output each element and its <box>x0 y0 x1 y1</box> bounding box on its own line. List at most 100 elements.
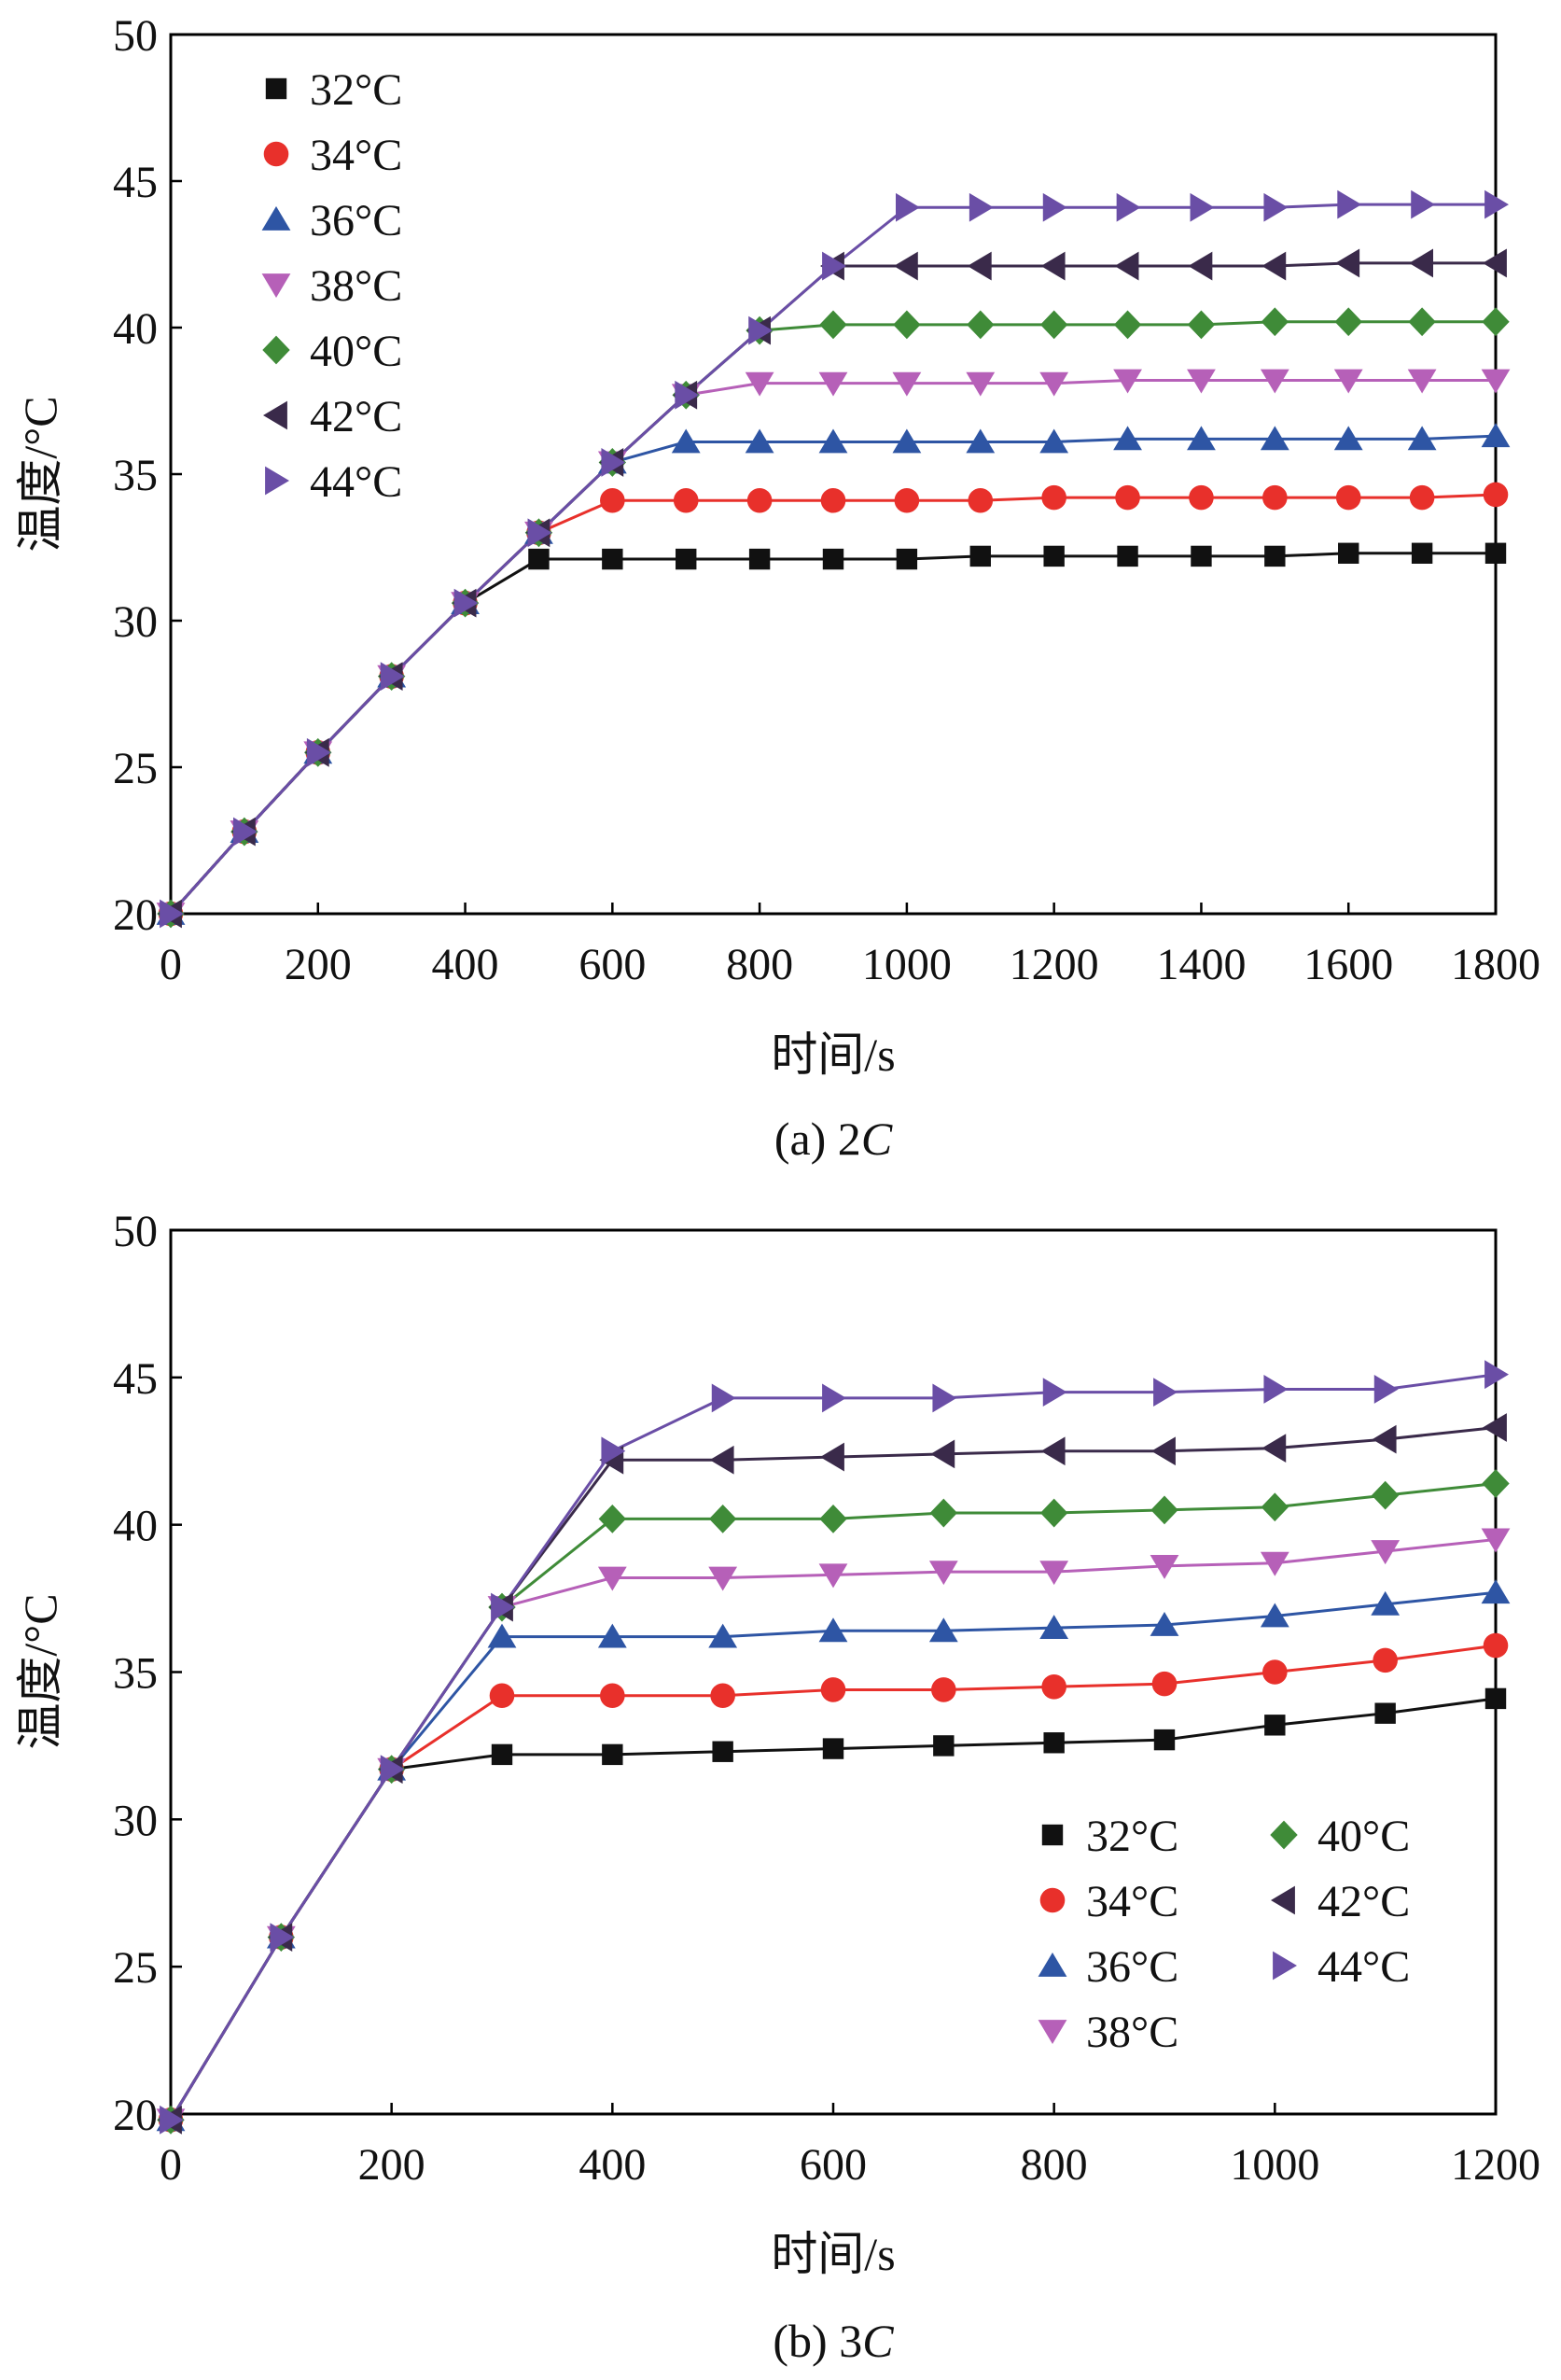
chart-a-data-point <box>1263 192 1289 222</box>
chart-a-data-point <box>1264 545 1286 567</box>
chart-b-data-point <box>270 1923 295 1952</box>
chart-a-legend-marker <box>265 466 289 496</box>
chart-a-data-point <box>1113 369 1142 394</box>
chart-a-data-point <box>1189 484 1214 511</box>
chart-a-data-point <box>1117 545 1138 567</box>
chart-a-data-point <box>746 487 773 513</box>
chart-a-data-point <box>969 545 991 567</box>
chart-a-y-tick-label: 20 <box>113 890 158 940</box>
chart-b-data-point <box>1150 1495 1178 1525</box>
chart-a-data-point <box>1411 189 1436 219</box>
chart-a-data-point <box>893 310 921 340</box>
chart-a-x-tick-label: 200 <box>285 940 352 989</box>
chart-a-data-point <box>1483 248 1507 278</box>
chart-a-data-point <box>748 548 771 570</box>
chart-a-data-point <box>232 817 258 847</box>
chart-a-data-point <box>1333 426 1363 451</box>
chart-b-caption-prefix: (b) 3 <box>773 2315 862 2367</box>
chart-b-data-point <box>818 1617 848 1643</box>
chart-a-legend-label: 34°C <box>310 131 402 180</box>
chart-b-data-point <box>598 1504 627 1533</box>
chart-b-data-point <box>933 1735 955 1757</box>
chart-b-data-point <box>1374 1702 1396 1724</box>
chart-b-x-tick-label: 600 <box>800 2140 867 2190</box>
chart-a-data-point <box>1409 484 1435 511</box>
chart-a-data-point <box>1114 251 1139 281</box>
chart-b-data-point <box>491 1743 513 1766</box>
chart-a-data-point <box>895 192 920 222</box>
chart-a-data-point <box>1411 542 1433 564</box>
chart-b-data-point <box>600 1683 625 1709</box>
chart-b-data-point <box>491 1592 515 1622</box>
chart-a-legend-label: 40°C <box>310 327 402 376</box>
chart-a-legend-label: 44°C <box>310 457 402 507</box>
chart-a-ticks: 0 200 400 600 800 1000 1200 1400 1600 1800 20 25 30 3… <box>113 11 1540 989</box>
chart-a-data-point <box>892 371 922 397</box>
chart-a-data-point <box>1484 542 1507 564</box>
chart-b-data-point <box>1039 1498 1068 1528</box>
chart-a-data-point <box>1481 423 1511 448</box>
chart-a-data-point <box>968 487 994 513</box>
chart-b-data-point <box>1482 1469 1510 1498</box>
chart-b-data-point <box>1153 1378 1178 1407</box>
chart-a-data-point <box>1187 310 1216 340</box>
chart-b-data-point <box>489 1683 515 1709</box>
chart-b-y-axis-label: 温度/°C <box>14 1593 66 1749</box>
chart-a-data-point <box>896 548 918 570</box>
chart-a-data-point <box>1482 307 1510 337</box>
chart-a-caption-prefix: (a) 2 <box>774 1113 861 1165</box>
chart-b-data-point <box>1263 1375 1289 1404</box>
chart-a-data-point <box>1043 545 1065 567</box>
chart-b-data-point <box>1039 1561 1069 1586</box>
chart-a-data-point <box>1484 189 1509 219</box>
chart-b-data-point <box>708 1566 738 1591</box>
chart-a-data-point <box>967 310 995 340</box>
chart-b-legend-marker <box>1041 1824 1064 1846</box>
chart-a-data-point <box>1039 428 1069 454</box>
chart-a-data-point <box>820 487 846 513</box>
chart-b-series-line-1 <box>169 1697 1497 2121</box>
chart-a-data-point <box>1113 310 1142 340</box>
chart-a-legend-marker <box>261 206 291 231</box>
chart-b-data-point <box>1481 1528 1511 1553</box>
chart-a-x-tick-label: 1400 <box>1156 940 1246 989</box>
chart-a-x-tick-label: 1200 <box>1010 940 1099 989</box>
chart-a-data-point <box>1333 369 1363 394</box>
chart-b-legend-label: 42°C <box>1317 1877 1410 1926</box>
chart-a-legend-marker <box>261 273 291 298</box>
chart-a-data-point <box>1116 192 1141 222</box>
chart-b-x-tick-label: 400 <box>578 2140 646 2190</box>
chart-a-data-point <box>966 371 996 397</box>
chart-b-data-point <box>1372 1424 1397 1454</box>
chart-b-data-point <box>932 1383 957 1413</box>
chart-a-data-point <box>528 548 550 570</box>
chart-a-data-point <box>1338 542 1359 564</box>
chart-a-data-point <box>1337 189 1362 219</box>
chart-b-data-point <box>1373 1375 1399 1404</box>
chart-a-data-point <box>1261 307 1289 337</box>
chart-b-legend-label: 38°C <box>1086 2008 1178 2057</box>
chart-a-data-point <box>969 192 994 222</box>
chart-b-data-point <box>1151 1671 1178 1697</box>
chart-b-data-point <box>1371 1540 1401 1565</box>
chart-b-data-point <box>1483 1632 1509 1659</box>
chart-b-y-tick-label: 45 <box>113 1354 158 1404</box>
chart-a-data-point <box>1040 251 1066 281</box>
chart-b-data-point <box>708 1504 737 1533</box>
chart-b-legend-marker <box>1038 1953 1067 1977</box>
chart-b-data-point <box>602 1743 623 1766</box>
chart-a-data-point <box>1188 251 1213 281</box>
chart-b-data-point <box>931 1677 956 1702</box>
chart-a-data-point <box>380 662 405 692</box>
chart-b-data-point <box>1481 1579 1511 1604</box>
chart-b-data-point <box>1040 1436 1066 1466</box>
chart-a-data-point <box>1407 426 1437 451</box>
chart-b-series-markers <box>156 1360 1511 2135</box>
chart-a-data-point <box>748 315 774 345</box>
chart-a-data-point <box>822 251 846 281</box>
chart-a-x-tick-label: 600 <box>578 940 646 989</box>
chart-a-data-point <box>745 428 774 454</box>
chart-a-data-point <box>893 251 918 281</box>
chart-a-data-point <box>601 448 626 477</box>
chart-b-plot-frame <box>169 1228 1498 2116</box>
